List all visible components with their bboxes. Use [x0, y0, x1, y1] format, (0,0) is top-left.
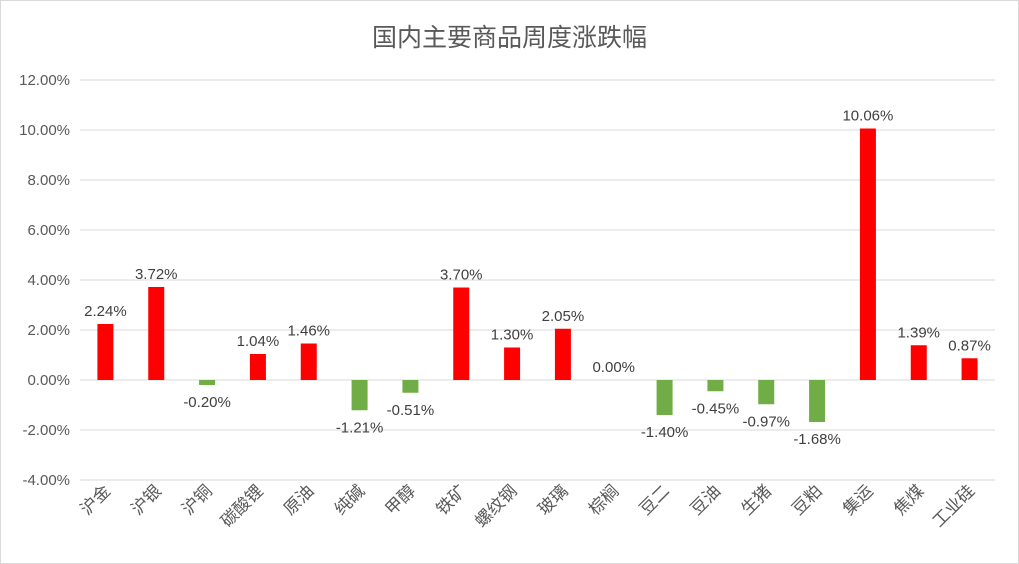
chart-title: 国内主要商品周度涨跌幅	[371, 23, 647, 52]
data-label: 1.39%	[897, 324, 940, 341]
y-tick-label: 0.00%	[27, 372, 70, 389]
data-label: 1.46%	[287, 323, 330, 340]
data-label: 1.30%	[491, 327, 534, 344]
bar	[809, 380, 826, 422]
category-label: 生猪	[738, 481, 776, 519]
data-label: -0.45%	[692, 400, 740, 417]
bar	[199, 380, 216, 385]
data-label: -1.21%	[336, 419, 384, 436]
data-label: -0.20%	[183, 394, 231, 411]
y-tick-label: -2.00%	[22, 422, 70, 439]
data-label: 3.70%	[440, 267, 483, 284]
data-label: -0.97%	[742, 413, 790, 430]
bar	[707, 380, 724, 392]
category-label: 原油	[280, 481, 318, 519]
y-tick-label: 12.00%	[19, 72, 70, 89]
data-label: 0.87%	[948, 337, 991, 354]
bar	[300, 343, 317, 380]
data-label: 0.00%	[592, 359, 635, 376]
data-label: 10.06%	[842, 108, 893, 125]
category-label: 甲醇	[382, 481, 420, 519]
data-label: -1.68%	[793, 431, 841, 448]
category-label: 沪银	[128, 481, 166, 519]
data-label: 1.04%	[237, 333, 280, 350]
bar	[910, 345, 927, 380]
bar	[402, 380, 419, 393]
bar	[554, 328, 571, 380]
y-tick-label: 10.00%	[19, 122, 70, 139]
bar	[249, 354, 266, 380]
y-tick-label: 6.00%	[27, 222, 70, 239]
category-label: 豆油	[687, 481, 725, 519]
y-tick-label: -4.00%	[22, 472, 70, 489]
category-label: 集运	[839, 481, 877, 519]
bar	[97, 324, 114, 380]
bar	[961, 358, 978, 380]
category-label: 沪金	[77, 481, 115, 519]
category-label: 螺纹钢	[471, 481, 521, 531]
bar	[148, 287, 165, 380]
data-label: 3.72%	[135, 266, 178, 283]
bar	[758, 380, 775, 405]
category-label: 豆二	[636, 481, 674, 519]
data-label: 2.24%	[84, 303, 127, 320]
bar	[656, 380, 673, 415]
category-label: 纯碱	[331, 481, 369, 519]
category-label: 焦煤	[890, 481, 928, 519]
bar	[351, 380, 368, 411]
data-label: 2.05%	[542, 308, 585, 325]
bar	[859, 128, 876, 380]
bar	[504, 347, 521, 380]
y-tick-label: 8.00%	[27, 172, 70, 189]
category-label: 碳酸锂	[217, 481, 267, 531]
category-label: 棕榈	[585, 481, 623, 519]
category-label: 沪铜	[178, 481, 216, 519]
data-label: -1.40%	[641, 424, 689, 441]
y-tick-label: 4.00%	[27, 272, 70, 289]
category-label: 玻璃	[534, 481, 572, 519]
category-label: 工业硅	[929, 481, 979, 531]
category-label: 铁矿	[433, 481, 471, 519]
y-tick-label: 2.00%	[27, 322, 70, 339]
data-label: -0.51%	[387, 402, 435, 419]
bar	[453, 287, 470, 380]
category-label: 豆粕	[788, 481, 826, 519]
